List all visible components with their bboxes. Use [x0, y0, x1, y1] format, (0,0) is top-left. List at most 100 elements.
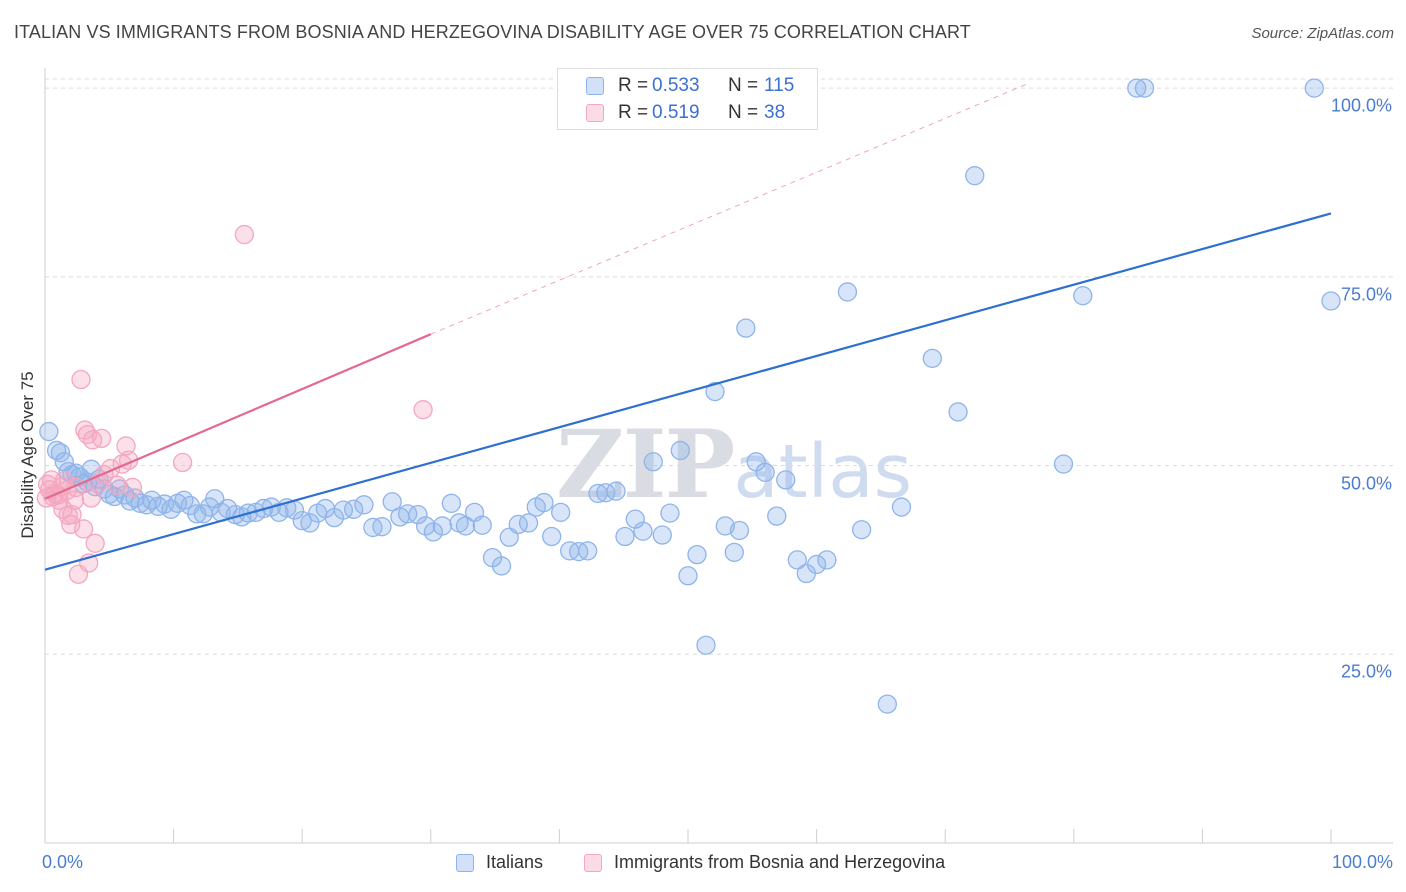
data-point	[705, 381, 725, 402]
stats-swatch	[586, 77, 604, 95]
data-point	[551, 502, 571, 523]
r-value: 0.519	[652, 102, 700, 123]
data-point	[300, 513, 320, 533]
stats-swatch	[586, 104, 604, 122]
series-italians	[39, 78, 1341, 714]
data-point	[432, 516, 453, 536]
data-point	[806, 554, 827, 575]
data-point	[1304, 78, 1324, 98]
data-point	[491, 556, 512, 576]
data-point	[687, 544, 707, 565]
data-point	[174, 490, 194, 510]
data-point	[696, 635, 716, 655]
y-tick-label: 50.0%	[1340, 473, 1392, 494]
data-point	[817, 550, 837, 570]
data-point	[542, 526, 562, 547]
n-label: N =	[728, 75, 759, 96]
r-label: R =	[618, 75, 649, 96]
data-point	[660, 503, 680, 523]
data-point	[77, 424, 98, 445]
r-value: 0.533	[652, 75, 700, 96]
data-point	[670, 440, 690, 461]
data-point	[122, 477, 143, 498]
data-point	[615, 526, 635, 547]
data-point	[408, 504, 428, 525]
y-tick-label: 25.0%	[1340, 661, 1392, 682]
watermark-zip: ZIP	[556, 410, 735, 520]
data-point	[1127, 78, 1147, 98]
y-tick-label: 100.0%	[1330, 95, 1392, 116]
data-point	[776, 470, 796, 490]
data-point	[877, 694, 897, 714]
data-points	[36, 78, 1341, 714]
source-credit: Source: ZipAtlas.com	[1251, 25, 1394, 42]
data-point	[455, 516, 476, 536]
data-point	[736, 318, 756, 338]
y-axis-label: Disability Age Over 75	[18, 371, 37, 539]
data-point	[518, 513, 539, 533]
data-point	[85, 533, 105, 553]
data-point	[116, 436, 136, 456]
data-point	[172, 452, 193, 473]
stats-row-italians: R = 0.533 N = 115	[558, 75, 817, 99]
watermark: ZIPatlas	[556, 410, 912, 520]
data-point	[767, 506, 787, 526]
data-point	[508, 514, 528, 535]
data-point	[372, 517, 392, 537]
data-point	[343, 499, 364, 519]
data-point	[965, 166, 985, 186]
data-point	[837, 282, 858, 302]
data-point	[441, 493, 462, 513]
n-value: 38	[764, 102, 786, 123]
data-point	[107, 475, 127, 495]
data-point	[398, 504, 418, 524]
data-point	[851, 520, 872, 540]
data-point	[652, 525, 672, 545]
r-label: R =	[618, 102, 649, 123]
data-point	[416, 516, 436, 536]
data-point	[62, 504, 82, 525]
data-point	[948, 402, 968, 422]
data-point	[606, 481, 626, 501]
n-label: N =	[728, 102, 759, 123]
data-point	[922, 348, 942, 369]
y-tick-label: 75.0%	[1340, 284, 1392, 305]
data-point	[472, 515, 492, 535]
data-point	[891, 497, 912, 517]
data-point	[729, 520, 750, 541]
legend-swatch	[584, 854, 602, 872]
series-immigrants-from-bosnia-and-herzegovina	[36, 224, 433, 584]
gridlines	[45, 78, 1393, 655]
data-point	[724, 542, 744, 563]
data-point	[633, 521, 653, 541]
data-point	[333, 500, 354, 520]
data-point	[625, 509, 645, 529]
trend-line	[44, 212, 1332, 571]
data-point	[755, 462, 775, 482]
data-point	[413, 400, 433, 420]
data-point	[643, 452, 663, 472]
trend-line	[44, 333, 432, 500]
stats-row-bosnia: R = 0.519 N = 38	[558, 102, 817, 126]
data-point	[787, 550, 807, 570]
data-point	[1053, 454, 1074, 474]
axes	[44, 68, 1393, 844]
n-value: 115	[764, 75, 795, 96]
x-tick-label-max: 100.0%	[1331, 852, 1393, 872]
data-point	[534, 492, 554, 513]
data-point	[578, 541, 598, 561]
data-point	[73, 519, 94, 539]
legend-label: Immigrants from Bosnia and Herzegovina	[614, 852, 946, 872]
data-point	[39, 421, 59, 442]
data-point	[234, 224, 254, 245]
data-point	[1134, 78, 1155, 98]
watermark-atlas: atlas	[733, 429, 913, 515]
data-point	[292, 511, 312, 531]
data-point	[71, 369, 91, 390]
data-point	[354, 495, 374, 515]
data-point	[678, 566, 698, 586]
x-tick-label-min: 0.0%	[42, 852, 84, 872]
data-point	[382, 492, 402, 512]
data-point	[596, 483, 616, 503]
